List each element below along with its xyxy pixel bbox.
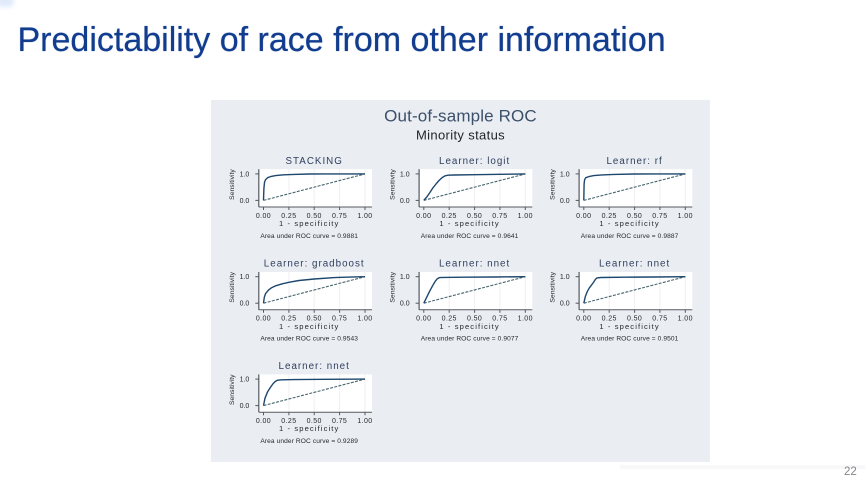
svg-text:Minority status: Minority status bbox=[416, 128, 505, 143]
svg-text:Learner: nnet: Learner: nnet bbox=[439, 259, 510, 270]
svg-text:0.50: 0.50 bbox=[307, 316, 322, 323]
svg-text:0.00: 0.00 bbox=[256, 213, 271, 220]
svg-text:1.0: 1.0 bbox=[400, 171, 410, 178]
svg-text:Sensitivity: Sensitivity bbox=[389, 271, 396, 302]
svg-text:0.00: 0.00 bbox=[576, 213, 591, 220]
svg-text:0.0: 0.0 bbox=[400, 198, 410, 205]
svg-text:Sensitivity: Sensitivity bbox=[229, 374, 236, 405]
svg-text:1 - specificity: 1 - specificity bbox=[599, 219, 659, 228]
svg-text:0.75: 0.75 bbox=[492, 316, 507, 323]
svg-text:0.00: 0.00 bbox=[576, 316, 591, 323]
svg-text:1.0: 1.0 bbox=[560, 274, 570, 281]
svg-text:1.00: 1.00 bbox=[357, 213, 372, 220]
svg-text:1.00: 1.00 bbox=[518, 213, 533, 220]
svg-text:1.0: 1.0 bbox=[400, 274, 410, 281]
svg-text:0.75: 0.75 bbox=[492, 213, 507, 220]
svg-text:0.25: 0.25 bbox=[281, 316, 296, 323]
svg-text:0.00: 0.00 bbox=[416, 213, 431, 220]
svg-text:1.00: 1.00 bbox=[678, 316, 693, 323]
svg-text:0.0: 0.0 bbox=[560, 198, 570, 205]
svg-text:Area under ROC curve = 0.9641: Area under ROC curve = 0.9641 bbox=[421, 233, 519, 240]
svg-text:0.50: 0.50 bbox=[627, 316, 642, 323]
svg-text:0.00: 0.00 bbox=[416, 316, 431, 323]
svg-text:1.0: 1.0 bbox=[240, 274, 250, 281]
svg-text:Learner: nnet: Learner: nnet bbox=[599, 259, 670, 270]
svg-text:0.0: 0.0 bbox=[240, 198, 250, 205]
svg-text:0.0: 0.0 bbox=[400, 301, 410, 308]
svg-text:Out-of-sample ROC: Out-of-sample ROC bbox=[384, 107, 537, 126]
svg-text:Area under ROC curve = 0.9077: Area under ROC curve = 0.9077 bbox=[421, 336, 519, 343]
svg-text:Learner: nnet: Learner: nnet bbox=[279, 361, 350, 372]
svg-text:0.0: 0.0 bbox=[240, 403, 250, 410]
svg-text:1.00: 1.00 bbox=[357, 316, 372, 323]
svg-text:1.0: 1.0 bbox=[240, 171, 250, 178]
svg-text:1.0: 1.0 bbox=[240, 377, 250, 384]
svg-text:0.75: 0.75 bbox=[652, 316, 667, 323]
svg-text:1.00: 1.00 bbox=[678, 213, 693, 220]
svg-text:1.0: 1.0 bbox=[560, 171, 570, 178]
svg-text:0.75: 0.75 bbox=[332, 316, 347, 323]
svg-text:0.00: 0.00 bbox=[256, 316, 271, 323]
svg-text:0.25: 0.25 bbox=[281, 213, 296, 220]
svg-text:Area under ROC curve = 0.9543: Area under ROC curve = 0.9543 bbox=[260, 336, 358, 343]
svg-text:1.00: 1.00 bbox=[518, 316, 533, 323]
svg-text:0.75: 0.75 bbox=[332, 418, 347, 425]
svg-text:1.00: 1.00 bbox=[357, 418, 372, 425]
svg-text:Area under ROC curve = 0.9887: Area under ROC curve = 0.9887 bbox=[581, 233, 679, 240]
svg-text:0.25: 0.25 bbox=[281, 418, 296, 425]
svg-text:Sensitivity: Sensitivity bbox=[549, 169, 556, 200]
svg-text:0.25: 0.25 bbox=[602, 316, 617, 323]
svg-text:1 - specificity: 1 - specificity bbox=[599, 322, 659, 331]
svg-text:Learner: logit: Learner: logit bbox=[439, 156, 510, 167]
svg-text:1 - specificity: 1 - specificity bbox=[279, 322, 339, 331]
svg-text:1 - specificity: 1 - specificity bbox=[439, 322, 499, 331]
svg-text:0.25: 0.25 bbox=[602, 213, 617, 220]
svg-text:0.50: 0.50 bbox=[307, 213, 322, 220]
svg-text:Area under ROC curve = 0.9289: Area under ROC curve = 0.9289 bbox=[260, 438, 358, 445]
svg-text:1 - specificity: 1 - specificity bbox=[439, 219, 499, 228]
svg-text:Sensitivity: Sensitivity bbox=[229, 169, 236, 200]
svg-text:0.0: 0.0 bbox=[240, 301, 250, 308]
svg-text:0.50: 0.50 bbox=[467, 213, 482, 220]
svg-text:0.00: 0.00 bbox=[256, 418, 271, 425]
svg-text:Area under ROC curve = 0.9501: Area under ROC curve = 0.9501 bbox=[581, 336, 679, 343]
svg-text:Area under ROC curve = 0.9881: Area under ROC curve = 0.9881 bbox=[260, 233, 358, 240]
svg-text:0.75: 0.75 bbox=[332, 213, 347, 220]
svg-text:Learner: gradboost: Learner: gradboost bbox=[264, 259, 365, 270]
svg-text:0.25: 0.25 bbox=[442, 213, 457, 220]
svg-text:0.75: 0.75 bbox=[652, 213, 667, 220]
svg-text:0.50: 0.50 bbox=[627, 213, 642, 220]
svg-text:0.0: 0.0 bbox=[560, 301, 570, 308]
svg-text:Sensitivity: Sensitivity bbox=[389, 169, 396, 200]
svg-text:Sensitivity: Sensitivity bbox=[229, 271, 236, 302]
svg-text:STACKING: STACKING bbox=[286, 156, 343, 167]
svg-text:1 - specificity: 1 - specificity bbox=[279, 424, 339, 433]
svg-text:Learner: rf: Learner: rf bbox=[606, 156, 662, 167]
svg-text:0.25: 0.25 bbox=[442, 316, 457, 323]
svg-text:1 - specificity: 1 - specificity bbox=[279, 219, 339, 228]
svg-text:0.50: 0.50 bbox=[307, 418, 322, 425]
svg-text:0.50: 0.50 bbox=[467, 316, 482, 323]
svg-text:Sensitivity: Sensitivity bbox=[549, 271, 556, 302]
